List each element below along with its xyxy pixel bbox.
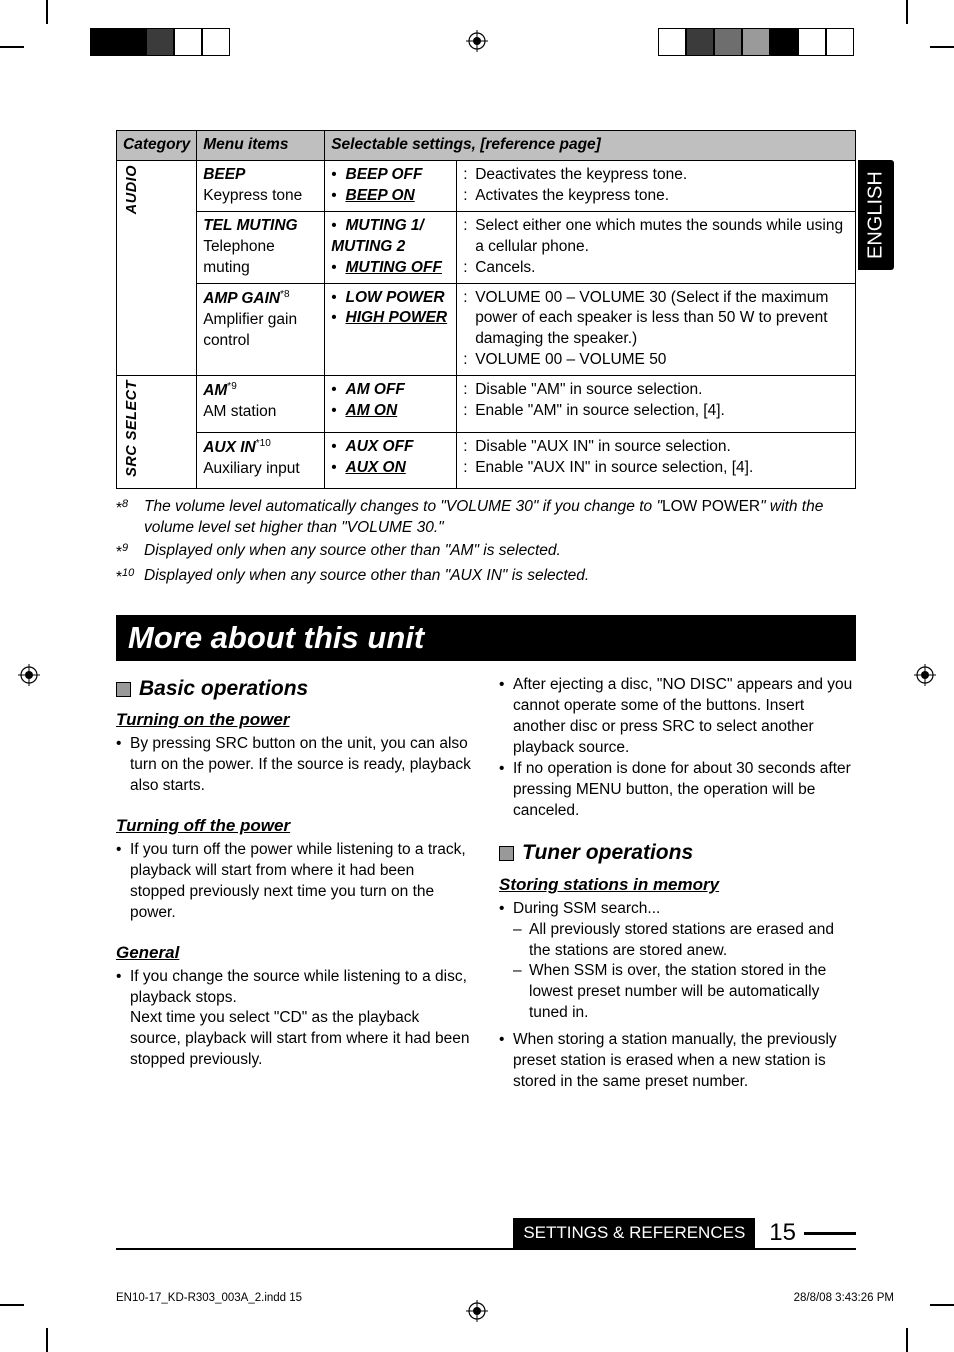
register-mark-icon [914, 664, 936, 686]
category-cell: SRC SELECT [117, 376, 197, 489]
uhead-general: General [116, 942, 473, 965]
register-mark-icon [18, 664, 40, 686]
footnotes: *8The volume level automatically changes… [116, 497, 856, 589]
register-mark-icon [466, 30, 488, 52]
menu-item-cell: AMP GAIN*8Amplifier gain control [197, 283, 325, 376]
option-desc-cell: :Select either one which mutes the sound… [457, 211, 856, 283]
th-category: Category [117, 131, 197, 161]
text: If no operation is done for about 30 sec… [513, 759, 856, 822]
menu-item-cell: BEEPKeypress tone [197, 160, 325, 211]
dash-icon: – [513, 920, 529, 962]
option-labels-cell: • BEEP OFF• BEEP ON [325, 160, 457, 211]
option-labels-cell: • AM OFF• AM ON [325, 376, 457, 432]
square-bullet-icon [116, 682, 131, 697]
bullet-icon: • [116, 734, 130, 797]
bullet-icon: • [499, 1030, 513, 1093]
text: All previously stored stations are erase… [529, 920, 856, 962]
subhead-tuner-operations: Tuner operations [499, 839, 856, 867]
text: During SSM search... [513, 900, 660, 917]
print-info-line: EN10-17_KD-R303_003A_2.indd 15 28/8/08 3… [116, 1292, 894, 1304]
color-bar-right [658, 28, 854, 56]
option-desc-cell: :VOLUME 00 – VOLUME 30 (Select if the ma… [457, 283, 856, 376]
text: Next time you select "CD" as the playbac… [130, 1009, 469, 1068]
subhead-text: Tuner operations [522, 839, 693, 867]
uhead-storing-stations: Storing stations in memory [499, 874, 856, 897]
dash-icon: – [513, 961, 529, 1024]
uhead-turning-on: Turning on the power [116, 709, 473, 732]
square-bullet-icon [499, 846, 514, 861]
text: When SSM is over, the station stored in … [529, 961, 856, 1024]
bullet-icon: • [499, 675, 513, 759]
subhead-basic-operations: Basic operations [116, 675, 473, 703]
bullet-icon: • [116, 967, 130, 1072]
text: If you change the source while listening… [130, 967, 473, 1072]
page-content: Category Menu items Selectable settings,… [116, 130, 856, 1099]
uhead-turning-off: Turning off the power [116, 815, 473, 838]
option-labels-cell: • LOW POWER• HIGH POWER [325, 283, 457, 376]
option-desc-cell: :Deactivates the keypress tone.:Activate… [457, 160, 856, 211]
crop-mark [46, 1328, 48, 1352]
left-column: Basic operations Turning on the power •B… [116, 675, 473, 1099]
text: If you turn off the power while listenin… [130, 840, 473, 924]
menu-item-cell: AM*9AM station [197, 376, 325, 432]
crop-mark [0, 46, 24, 48]
color-bar-left [90, 28, 230, 56]
option-labels-cell: • MUTING 1/ MUTING 2• MUTING OFF [325, 211, 457, 283]
crop-mark [930, 46, 954, 48]
bullet-icon: • [116, 840, 130, 924]
print-date: 28/8/08 3:43:26 PM [794, 1292, 894, 1304]
text: When storing a station manually, the pre… [513, 1030, 856, 1093]
text: During SSM search... –All previously sto… [513, 899, 856, 1031]
category-cell: AUDIO [117, 160, 197, 375]
page-number: 15 [769, 1219, 796, 1247]
crop-mark [46, 0, 48, 24]
footer-line-icon [804, 1232, 856, 1235]
menu-item-cell: TEL MUTINGTelephone muting [197, 211, 325, 283]
crop-mark [906, 1328, 908, 1352]
subhead-text: Basic operations [139, 675, 308, 703]
two-column-body: Basic operations Turning on the power •B… [116, 675, 856, 1099]
footer-rule [116, 1248, 856, 1250]
option-labels-cell: • AUX OFF• AUX ON [325, 432, 457, 488]
print-file: EN10-17_KD-R303_003A_2.indd 15 [116, 1292, 302, 1304]
settings-table: Category Menu items Selectable settings,… [116, 130, 856, 489]
text: By pressing SRC button on the unit, you … [130, 734, 473, 797]
crop-mark [0, 1304, 24, 1306]
footer-section-label: SETTINGS & REFERENCES [513, 1218, 755, 1248]
section-title: More about this unit [116, 615, 856, 661]
language-tab: ENGLISH [858, 160, 894, 270]
page-label: SETTINGS & REFERENCES 15 [513, 1218, 856, 1248]
bullet-icon: • [499, 899, 513, 1031]
option-desc-cell: :Disable "AUX IN" in source selection.:E… [457, 432, 856, 488]
crop-mark [930, 1304, 954, 1306]
text: After ejecting a disc, "NO DISC" appears… [513, 675, 856, 759]
bullet-icon: • [499, 759, 513, 822]
th-menu-items: Menu items [197, 131, 325, 161]
page-footer: SETTINGS & REFERENCES 15 [116, 1218, 856, 1250]
th-settings: Selectable settings, [reference page] [325, 131, 856, 161]
right-column: •After ejecting a disc, "NO DISC" appear… [499, 675, 856, 1099]
text: If you change the source while listening… [130, 968, 467, 1006]
crop-mark [906, 0, 908, 24]
option-desc-cell: :Disable "AM" in source selection.:Enabl… [457, 376, 856, 432]
menu-item-cell: AUX IN*10Auxiliary input [197, 432, 325, 488]
